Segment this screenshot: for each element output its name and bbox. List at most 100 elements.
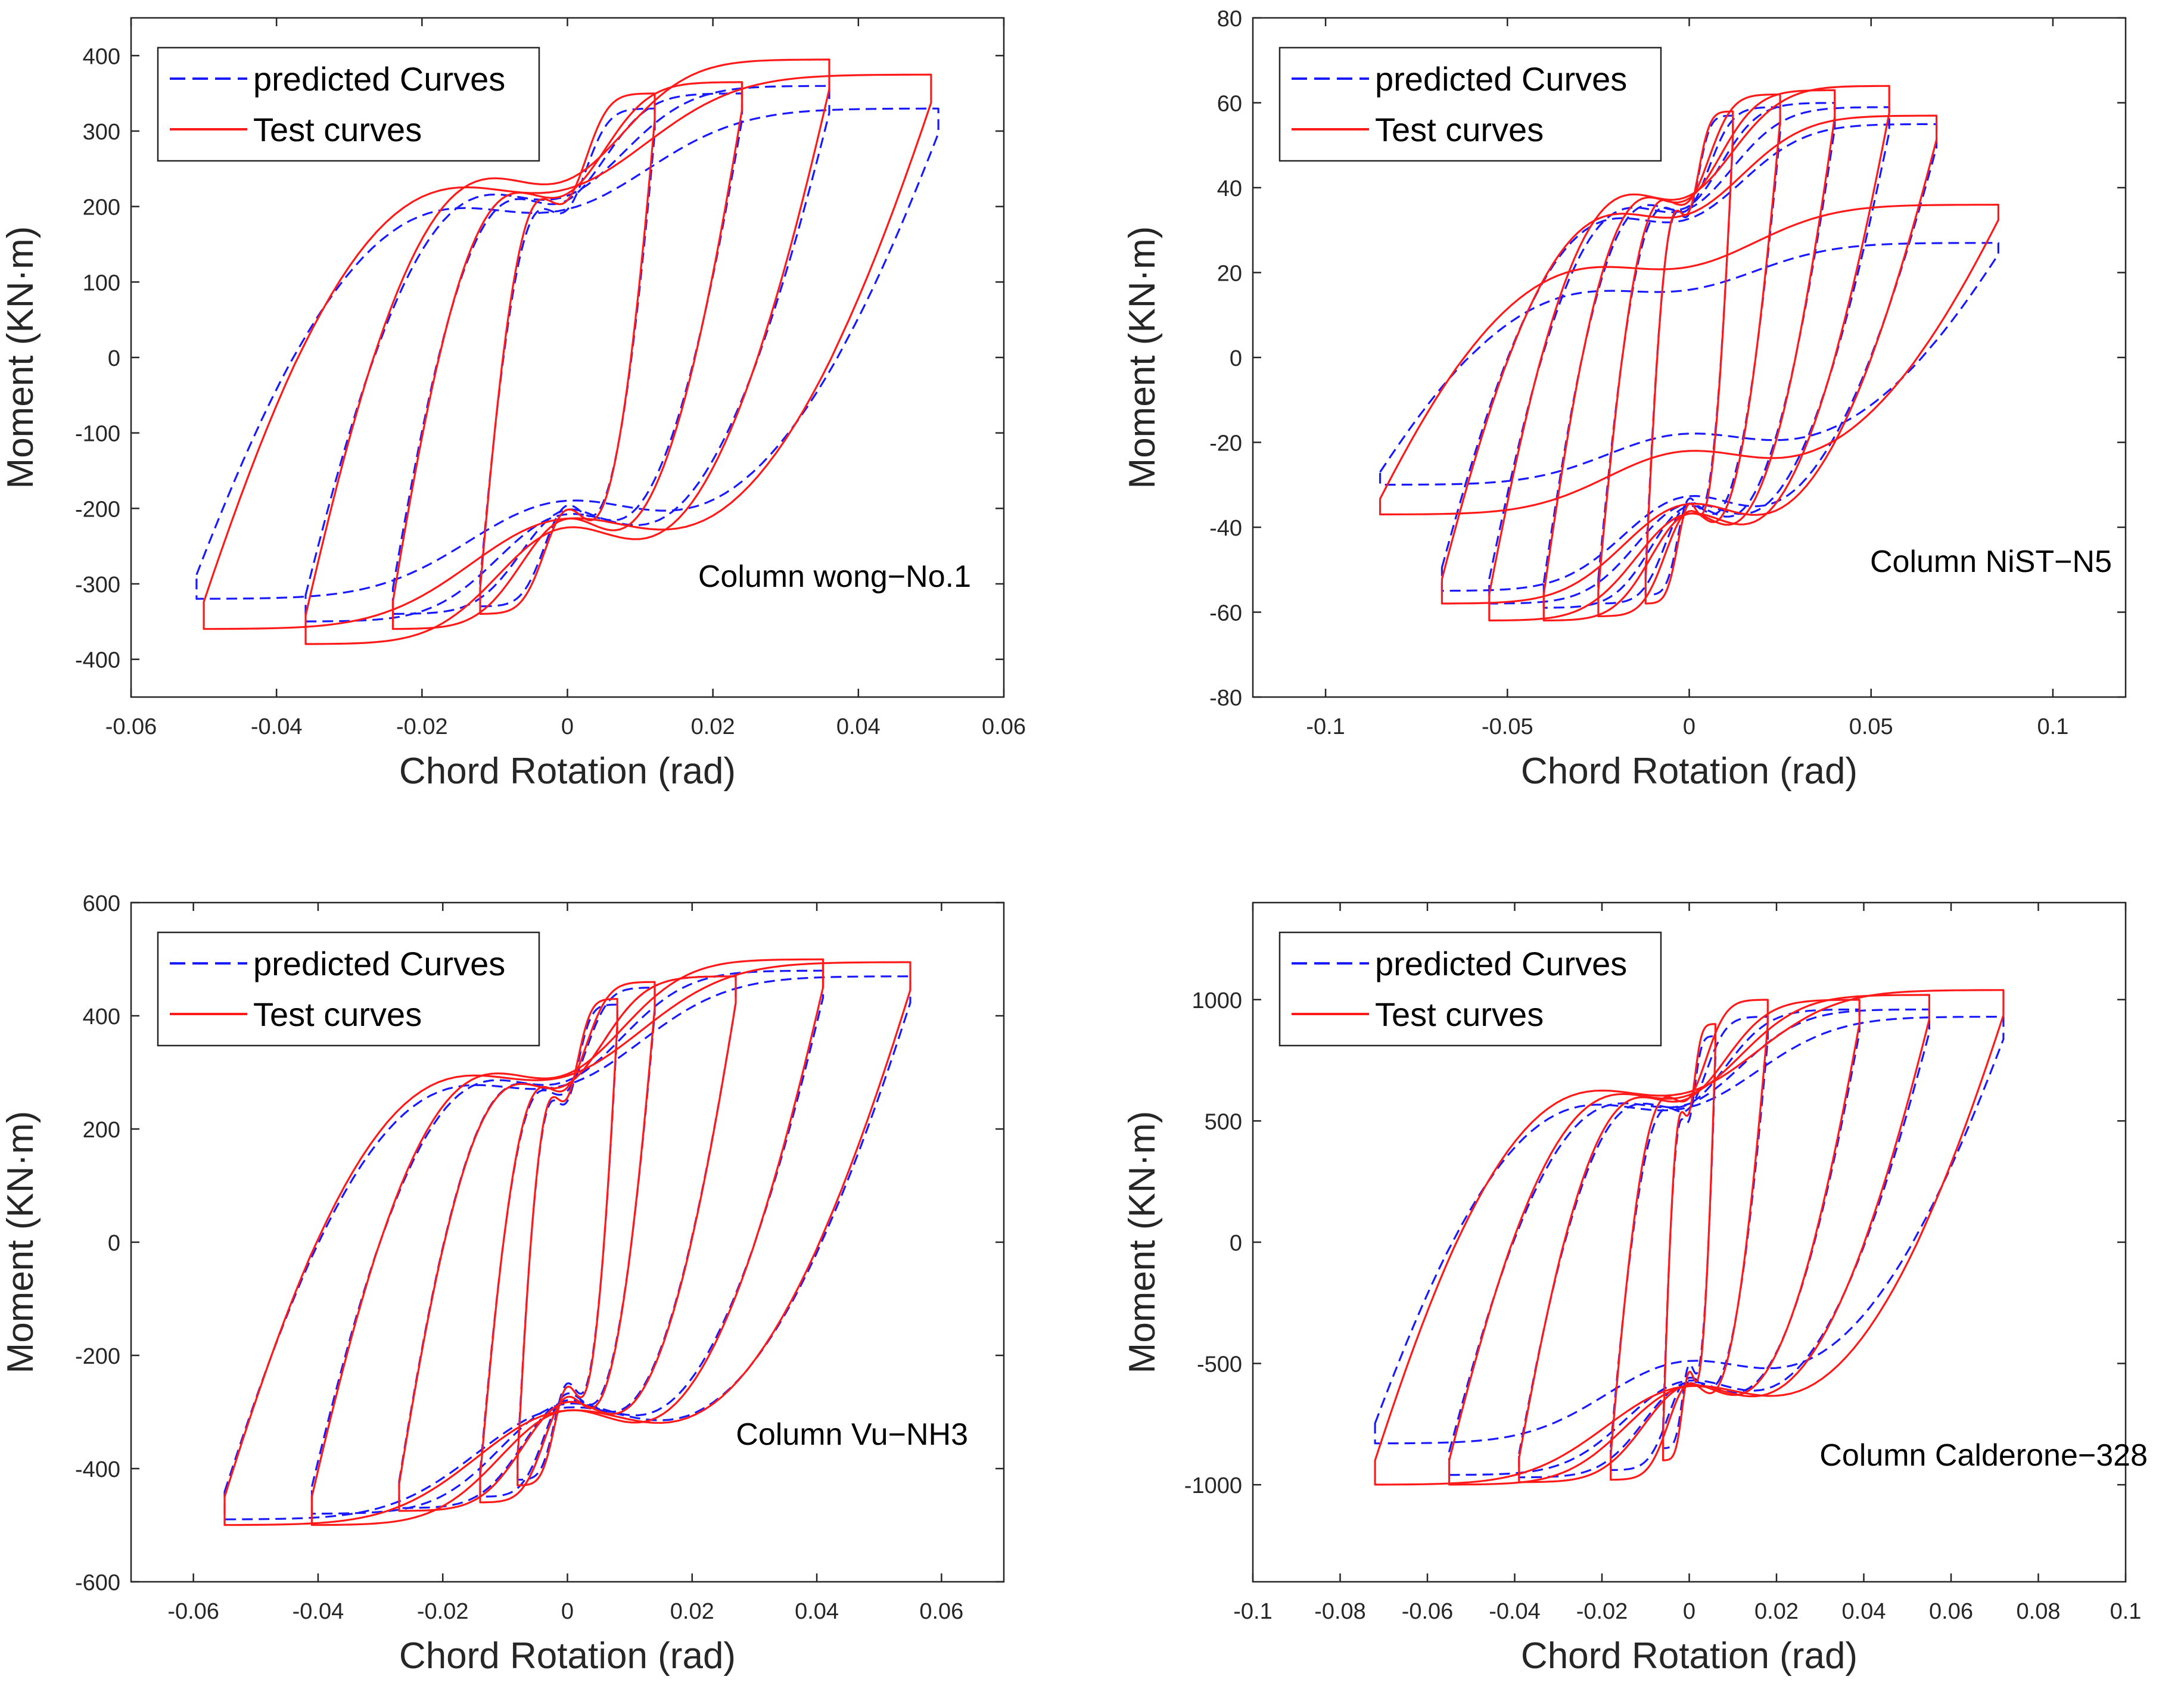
x-tick-label: 0.04 [1842, 1599, 1886, 1624]
x-tick-label: 0.02 [670, 1599, 714, 1624]
x-tick-label: -0.1 [1233, 1599, 1272, 1624]
plot-series [1374, 989, 2005, 1486]
legend-label-predicted: predicted Curves [253, 945, 505, 982]
legend-label-test: Test curves [1375, 111, 1544, 148]
series-test-curves [223, 958, 911, 1526]
x-axis-label: Chord Rotation (rad) [399, 751, 736, 792]
y-tick-label: -20 [1209, 431, 1242, 456]
y-tick-label: 0 [108, 346, 120, 371]
y-tick-label: 0 [108, 1231, 120, 1256]
legend-label-test: Test curves [253, 111, 422, 148]
y-tick-label: -1000 [1184, 1473, 1242, 1498]
y-axis-label: Moment (KN·m) [1122, 1111, 1163, 1374]
legend-label-test: Test curves [1375, 996, 1544, 1033]
y-tick-label: -400 [75, 1457, 120, 1482]
plot-series [195, 58, 939, 645]
series-test-curves [1374, 989, 2005, 1486]
x-tick-label: 0 [1683, 714, 1695, 739]
x-tick-label: 0.06 [982, 714, 1026, 739]
chart-panel-top-left: -0.06 -0.04 -0.02 0 0.02 0.04 0.06 -400 -300 -200… [0, 17, 1026, 792]
y-tick-label: 0 [1230, 346, 1242, 371]
y-axis-label: Moment (KN·m) [0, 226, 41, 489]
x-tick-label: 0.04 [795, 1599, 839, 1624]
hysteresis-loop [195, 107, 939, 600]
x-tick-label: 0.04 [836, 714, 881, 739]
y-tick-label: 1000 [1191, 988, 1242, 1013]
x-tick-label: -0.02 [396, 714, 448, 739]
x-tick-label: -0.08 [1314, 1599, 1366, 1624]
y-tick-label: -500 [1197, 1352, 1242, 1377]
x-tick-label: 0.1 [2110, 1599, 2142, 1624]
series-predicted-curves [195, 85, 939, 623]
column-annotation: Column NiST−N5 [1870, 545, 2112, 579]
x-tick-label: 0.02 [691, 714, 735, 739]
y-tick-label: -400 [75, 648, 120, 673]
x-tick-label: 0 [561, 714, 574, 739]
chart-panel-bottom-right: -0.1 -0.08 -0.06 -0.04 -0.02 0 0.02 0.04 0.06 0.0… [1122, 901, 2148, 1677]
chart-panel-top-right: -0.1 -0.05 0 0.05 0.1 -80 -60 -40 -20 0 20 40 60 80 Ch… [1122, 7, 2127, 792]
x-tick-label: -0.06 [105, 714, 157, 739]
x-tick-label: 0 [561, 1599, 574, 1624]
hysteresis-loop [1518, 1008, 1861, 1479]
hysteresis-loop [1441, 123, 1938, 592]
y-tick-label: 60 [1217, 92, 1242, 117]
hysteresis-loop [479, 107, 656, 608]
legend-label-test: Test curves [253, 996, 422, 1033]
hysteresis-loop [1379, 204, 1999, 516]
hysteresis-loop [304, 58, 830, 645]
series-test-curves [1379, 85, 1999, 622]
x-tick-label: -0.05 [1482, 714, 1533, 739]
legend-label-predicted: predicted Curves [253, 60, 505, 98]
legend-label-predicted: predicted Curves [1375, 945, 1627, 982]
hysteresis-loop [203, 73, 932, 630]
x-tick-label: 0.06 [919, 1599, 963, 1624]
y-tick-label: -300 [75, 573, 120, 598]
chart-panel-bottom-left: -0.06 -0.04 -0.02 0 0.02 0.04 0.06 -600 -400 -200… [0, 891, 1005, 1677]
y-tick-label: -60 [1209, 601, 1242, 626]
y-tick-label: 0 [1230, 1231, 1242, 1256]
hysteresis-loop [1374, 989, 2005, 1486]
hysteresis-loop [398, 975, 737, 1512]
hysteresis-loop [1374, 1016, 2005, 1445]
legend-label-predicted: predicted Curves [1375, 60, 1627, 98]
x-axis-label: Chord Rotation (rad) [1521, 751, 1858, 792]
x-tick-label: -0.06 [167, 1599, 219, 1624]
plot-series [223, 958, 911, 1526]
legend-box [1278, 46, 1662, 162]
hysteresis-loop [391, 92, 743, 615]
hysteresis-loop [1597, 106, 1781, 605]
y-tick-label: 400 [83, 1004, 120, 1029]
x-tick-label: 0.08 [2017, 1599, 2061, 1624]
legend-box [1278, 931, 1662, 1047]
x-tick-label: -0.02 [1576, 1599, 1628, 1624]
hysteresis-loop [1542, 89, 1836, 622]
hysteresis-loop [1610, 1016, 1769, 1472]
hysteresis-loop [391, 81, 743, 630]
y-tick-label: 400 [83, 44, 120, 69]
y-tick-label: 500 [1205, 1109, 1242, 1134]
y-tick-label: -40 [1209, 516, 1242, 541]
x-tick-label: -0.06 [1402, 1599, 1454, 1624]
y-tick-label: 20 [1217, 262, 1242, 287]
hysteresis-loop [1597, 93, 1781, 617]
hysteresis-loop [1662, 1023, 1716, 1461]
hysteresis-loop [1518, 999, 1861, 1483]
x-axis-label: Chord Rotation (rad) [1521, 1635, 1858, 1677]
hysteresis-loop [479, 92, 656, 615]
x-tick-label: 0.06 [1929, 1599, 1973, 1624]
x-axis-label: Chord Rotation (rad) [399, 1635, 736, 1677]
hysteresis-loop [1488, 106, 1890, 605]
y-tick-label: 200 [83, 195, 120, 220]
x-tick-label: -0.02 [417, 1599, 469, 1624]
y-axis-label: Moment (KN·m) [0, 1111, 41, 1374]
x-tick-label: -0.04 [251, 714, 303, 739]
hysteresis-loop [479, 981, 656, 1504]
hysteresis-loop [304, 85, 830, 623]
x-tick-label: 0.02 [1754, 1599, 1799, 1624]
y-tick-label: 600 [83, 891, 120, 916]
y-tick-label: 80 [1217, 7, 1242, 32]
y-axis-label: Moment (KN·m) [1122, 226, 1163, 489]
hysteresis-loop [1448, 994, 1930, 1486]
column-annotation: Column wong−No.1 [698, 559, 971, 594]
